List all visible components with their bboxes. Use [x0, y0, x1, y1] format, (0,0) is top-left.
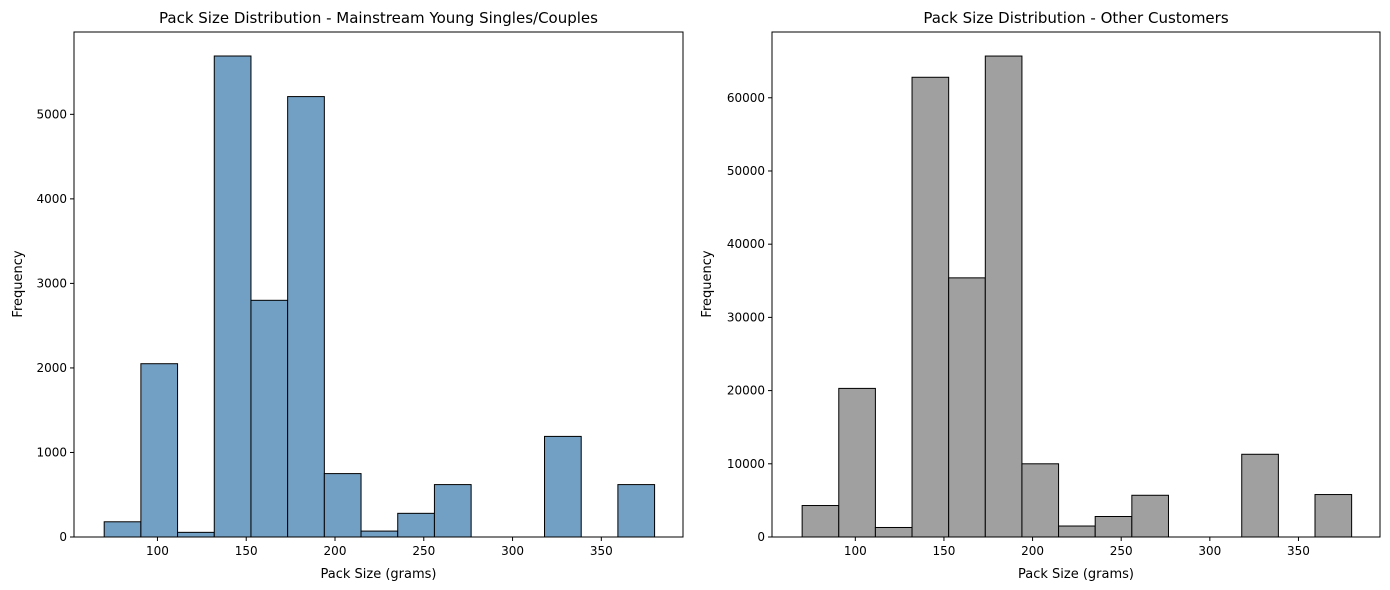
histogram-bar: [544, 435, 582, 538]
y-tick-label: 3000: [36, 276, 67, 290]
x-tick-label: 150: [235, 544, 258, 558]
x-ticks: 100 150 200 250 300 350: [146, 537, 613, 558]
histogram-bar: [617, 484, 656, 538]
x-tick-label: 100: [146, 544, 169, 558]
x-tick-label: 350: [590, 544, 613, 558]
histogram-bar: [397, 512, 435, 538]
histogram-mainstream-young-singles-couples: Pack Size Distribution - Mainstream Youn…: [11, 9, 684, 582]
histogram-bar: [323, 473, 362, 538]
histogram-bar: [911, 76, 950, 538]
y-tick-label: 4000: [36, 192, 67, 206]
x-tick-label: 100: [844, 544, 867, 558]
y-tick-label: 40000: [727, 237, 765, 251]
x-axis-label: Pack Size (grams): [1018, 567, 1134, 582]
bars: [801, 55, 1353, 538]
y-tick-label: 0: [59, 530, 67, 544]
x-tick-label: 300: [501, 544, 524, 558]
histogram-other-customers: Pack Size Distribution - Other Customers…: [700, 9, 1381, 582]
histogram-bar: [1241, 453, 1279, 538]
x-ticks: 100 150 200 250 300 350: [844, 537, 1310, 558]
chart-title: Pack Size Distribution - Other Customers: [923, 9, 1229, 27]
histogram-bar: [984, 55, 1023, 538]
histogram-bar: [1021, 463, 1060, 538]
y-tick-label: 20000: [727, 384, 765, 398]
histogram-bar: [177, 531, 215, 538]
histogram-bar: [1314, 494, 1353, 538]
y-axis-label: Frequency: [700, 250, 715, 317]
y-tick-label: 50000: [727, 164, 765, 178]
histogram-bar: [250, 299, 289, 538]
plot-area-frame: [771, 31, 1381, 538]
y-tick-label: 5000: [36, 107, 67, 121]
histogram-bar: [874, 526, 913, 538]
y-tick-label: 2000: [36, 361, 67, 375]
histogram-bar: [360, 530, 399, 538]
histogram-bar: [103, 521, 142, 538]
histogram-bar: [287, 96, 325, 538]
y-ticks: 0 10000 20000 30000 40000 50000 60000: [727, 91, 772, 544]
y-tick-label: 1000: [36, 445, 67, 459]
x-tick-label: 250: [412, 544, 435, 558]
histogram-bar: [1131, 494, 1169, 538]
histogram-bar: [433, 484, 472, 538]
histogram-bar: [801, 505, 840, 538]
histogram-bar: [838, 387, 876, 538]
histogram-bar: [213, 55, 252, 538]
x-tick-label: 350: [1287, 544, 1310, 558]
histogram-bar: [1058, 525, 1096, 538]
x-axis-label: Pack Size (grams): [321, 567, 437, 582]
y-tick-label: 60000: [727, 91, 765, 105]
x-tick-label: 200: [1021, 544, 1044, 558]
histogram-bar: [1094, 516, 1133, 538]
plot-area-frame: [73, 31, 684, 538]
bars: [103, 55, 656, 538]
y-ticks: 0 1000 2000 3000 4000 5000: [36, 107, 74, 544]
x-tick-label: 200: [324, 544, 347, 558]
y-axis-label: Frequency: [11, 250, 26, 317]
x-tick-label: 150: [932, 544, 955, 558]
y-tick-label: 10000: [727, 457, 765, 471]
x-tick-label: 250: [1110, 544, 1133, 558]
y-tick-label: 30000: [727, 310, 765, 324]
chart-title: Pack Size Distribution - Mainstream Youn…: [159, 9, 598, 27]
x-tick-label: 300: [1198, 544, 1221, 558]
histogram-bar: [948, 277, 986, 538]
histogram-bar: [140, 363, 179, 538]
y-tick-label: 0: [757, 530, 765, 544]
